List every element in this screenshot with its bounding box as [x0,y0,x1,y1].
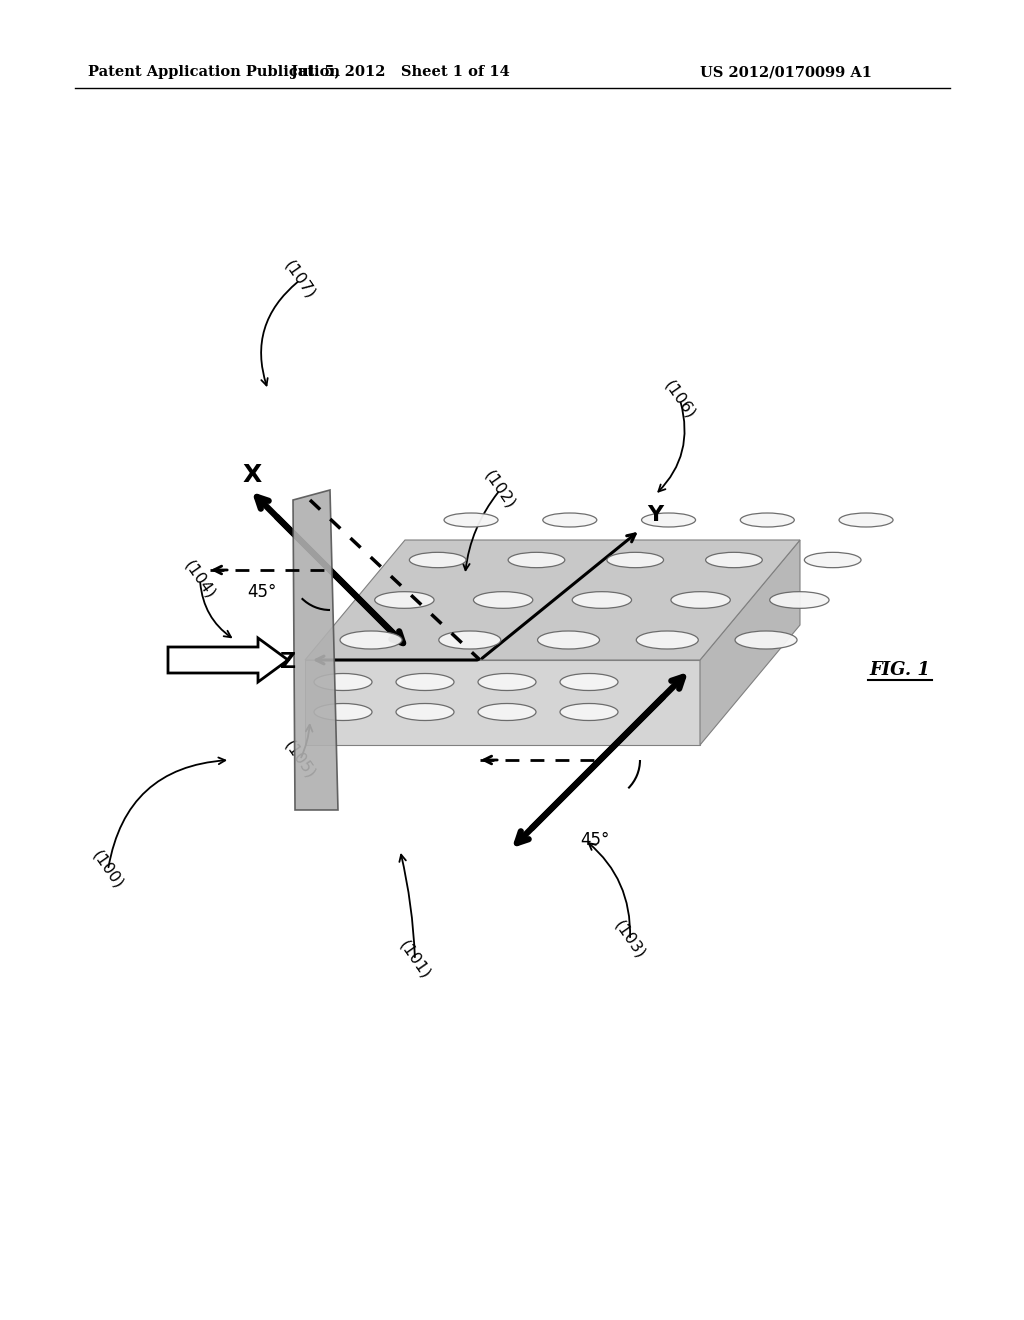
Polygon shape [305,540,800,660]
Ellipse shape [478,673,536,690]
Ellipse shape [839,513,893,527]
Text: Jul. 5, 2012   Sheet 1 of 14: Jul. 5, 2012 Sheet 1 of 14 [291,65,509,79]
Text: US 2012/0170099 A1: US 2012/0170099 A1 [700,65,872,79]
Text: X: X [243,463,261,487]
Ellipse shape [314,673,372,690]
Ellipse shape [444,513,498,527]
Ellipse shape [642,513,695,527]
Ellipse shape [543,513,597,527]
Ellipse shape [560,673,618,690]
Text: FIG. 1: FIG. 1 [869,661,931,678]
Text: 45°: 45° [248,583,276,601]
Ellipse shape [740,513,795,527]
Ellipse shape [706,552,762,568]
Ellipse shape [375,591,434,609]
Ellipse shape [340,631,402,649]
Ellipse shape [770,591,829,609]
Text: (104): (104) [181,558,218,602]
Ellipse shape [439,631,501,649]
Polygon shape [700,540,800,744]
Ellipse shape [671,591,730,609]
Text: Y: Y [647,506,664,525]
Text: Patent Application Publication: Patent Application Publication [88,65,340,79]
Ellipse shape [410,552,466,568]
Text: (100): (100) [89,847,127,892]
Ellipse shape [314,704,372,721]
Text: Z: Z [280,652,296,672]
Text: (105): (105) [282,738,318,781]
FancyArrow shape [168,638,288,682]
Ellipse shape [478,704,536,721]
Ellipse shape [508,552,565,568]
Polygon shape [305,660,700,744]
Ellipse shape [735,631,797,649]
Text: (107): (107) [282,259,318,302]
Ellipse shape [396,704,454,721]
Text: (102): (102) [481,469,518,512]
Ellipse shape [396,673,454,690]
Ellipse shape [636,631,698,649]
Ellipse shape [473,591,532,609]
Text: (106): (106) [662,378,698,422]
Ellipse shape [538,631,599,649]
Ellipse shape [805,552,861,568]
Ellipse shape [572,591,632,609]
Polygon shape [293,490,338,810]
Ellipse shape [607,552,664,568]
Text: (101): (101) [396,939,433,982]
Text: 45°: 45° [581,832,609,849]
Text: (103): (103) [611,919,648,962]
Ellipse shape [560,704,618,721]
